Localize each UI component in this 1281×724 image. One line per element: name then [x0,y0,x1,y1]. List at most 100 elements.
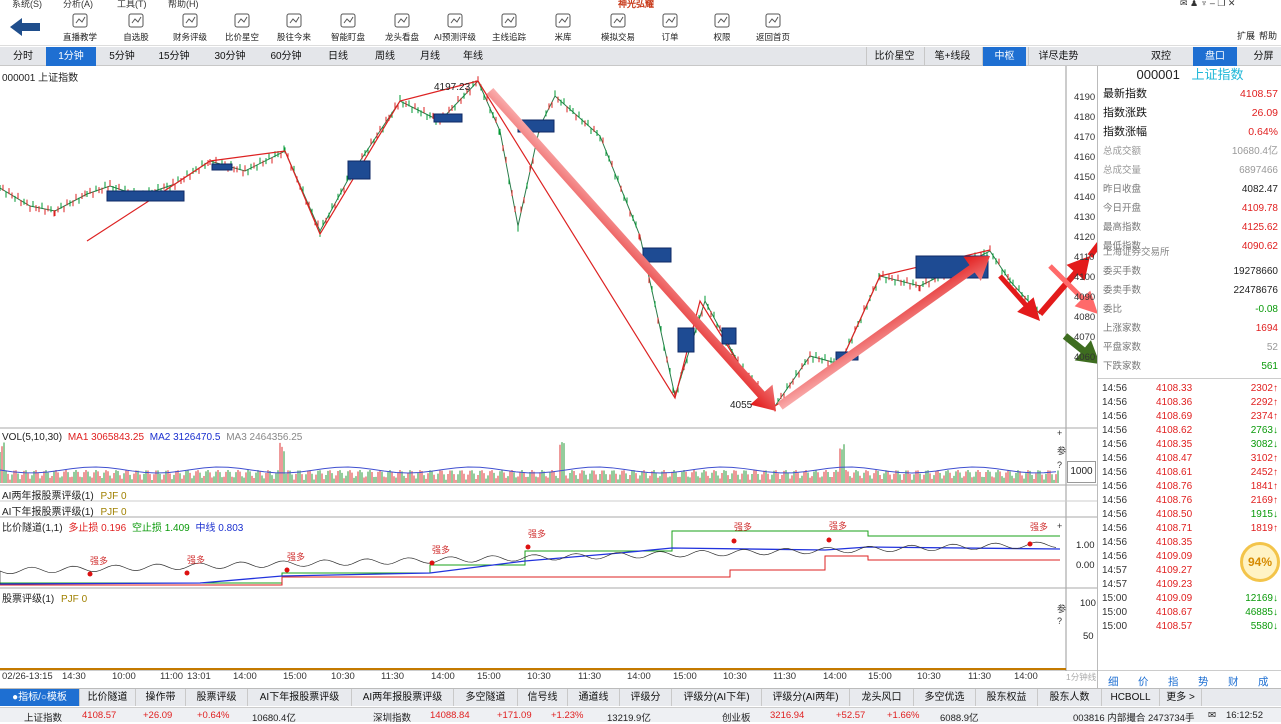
toolbar-item-2[interactable]: 财务评级 [162,13,218,45]
status-sz-name[interactable]: 深圳指数 [373,713,412,724]
tick-arrow-icon: ↑ [1273,495,1278,506]
period-tab-8[interactable]: 月线 [420,51,440,62]
quote-key: 总成交量 [1103,165,1142,176]
toolbar-item-1[interactable]: 自选股 [108,13,164,45]
menu-system[interactable]: 系统(S) [12,0,42,9]
detail-subtab-2[interactable]: 指 [1168,676,1179,688]
status-cy-name[interactable]: 创业板 [722,713,751,724]
detail-subtab-4[interactable]: 财 [1228,676,1239,688]
chart-canvas[interactable] [0,66,1201,672]
period-tab-6[interactable]: 日线 [328,51,348,62]
indicator-tab-6[interactable]: 多空隧道 [454,689,518,706]
toolbar-item-10[interactable]: 模拟交易 [590,13,646,45]
status-match-info: 003816 内部撮合 2473734手 [1073,713,1195,724]
leader-icon [394,13,410,28]
side-helper-side_plus[interactable]: + [1057,428,1063,438]
indicator-tab-1[interactable]: 比价隧道 [80,689,136,706]
indicator-tab-12[interactable]: 龙头风口 [850,689,914,706]
tunnel-axis-label: 0.00 [1076,560,1095,571]
rating-axis-label: 100 [1080,598,1096,609]
detail-subtab-3[interactable]: 势 [1198,676,1209,688]
time-axis-label: 15:00 [477,671,501,682]
period-tab-2[interactable]: 5分钟 [109,51,135,62]
indicator-tab-0[interactable]: ●指标/○模板 [0,689,80,706]
period-tab-3[interactable]: 15分钟 [158,51,190,62]
period-tab-5[interactable]: 60分钟 [270,51,302,62]
indicator-tab-15[interactable]: 股东人数 [1038,689,1102,706]
detail-subtab-0[interactable]: 细 [1108,676,1119,688]
toolbar-item-0[interactable]: 直播教学 [52,13,108,45]
toolbar-help[interactable]: 帮助 [1259,31,1278,41]
tick-price: 4109.23 [1156,579,1193,590]
back-button[interactable] [8,16,44,40]
mail-icon[interactable]: ✉ [1208,710,1216,721]
indicator-tab-3[interactable]: 股票评级 [186,689,248,706]
indicator-tab-13[interactable]: 多空优选 [914,689,976,706]
indicator-tab-17[interactable]: 更多 > [1160,689,1202,706]
menu-analysis[interactable]: 分析(A) [63,0,93,9]
tick-price: 4108.76 [1156,495,1193,506]
detail-subtab-5[interactable]: 成 [1258,676,1269,688]
menu-help[interactable]: 帮助(H) [168,0,199,9]
toolbar-item-12[interactable]: 权限 [694,13,750,45]
quote-key: 最高指数 [1103,222,1142,233]
period-tab-9[interactable]: 年线 [463,51,483,62]
toolbar-item-8[interactable]: 主线追踪 [481,13,537,45]
indicator-tab-8[interactable]: 通道线 [568,689,620,706]
toolbar-item-3[interactable]: 比价星空 [214,13,270,45]
toolbar-item-6[interactable]: 龙头看盘 [374,13,430,45]
indicator-tab-10[interactable]: 评级分(AI下年) [672,689,762,706]
toolbar-item-13[interactable]: 返回首页 [745,13,801,45]
toolbar-item-5[interactable]: 智能盯盘 [320,13,376,45]
toolbar-item-label: 龙头看盘 [384,32,419,42]
indicator-tab-5[interactable]: AI两年报股票评级 [352,689,454,706]
score-badge[interactable]: 94% [1240,542,1280,582]
quote-code: 000001 [1136,67,1180,82]
indicator-tab-7[interactable]: 信号线 [518,689,568,706]
toolbar-expand[interactable]: 扩展 [1237,31,1256,41]
toolbar-item-9[interactable]: 米库 [535,13,591,45]
side-helper-side_can[interactable]: 参 [1057,446,1067,456]
indicator-tab-2[interactable]: 操作带 [136,689,186,706]
indicator-tab-4[interactable]: AI下年报股票评级 [248,689,352,706]
period-tab-4[interactable]: 30分钟 [214,51,246,62]
mode-tab-1[interactable]: 笔+线段 [924,47,980,66]
quote2-key: 委卖手数 [1103,285,1142,296]
detail-subtab-1[interactable]: 价 [1138,676,1149,688]
tick-row: 14:56 4108.69 2374↑ [1098,410,1281,424]
toolbar-item-11[interactable]: 订单 [642,13,698,45]
quote-value: 0.64% [1248,126,1278,138]
quote2-value: 19278660 [1233,266,1279,277]
status-sh-name[interactable]: 上证指数 [24,713,63,724]
tick-time: 14:56 [1102,537,1128,548]
side-helper-side_plus[interactable]: + [1057,521,1063,531]
period-tab-7[interactable]: 周线 [375,51,395,62]
toolbar-item-4[interactable]: 股往今来 [266,13,322,45]
period-tab-0[interactable]: 分时 [13,51,33,62]
menu-tools[interactable]: 工具(T) [117,0,147,9]
time-axis-label: 15:00 [868,671,892,682]
panel-tab-2[interactable]: 分屏 [1253,51,1274,62]
price-axis-label: 4120 [1074,232,1096,243]
mode-tab-3[interactable]: 详尽走势 [1028,47,1088,66]
period-tab-1[interactable]: 1分钟 [46,47,96,66]
side-helper-side_q[interactable]: ? [1057,616,1063,626]
panel-tab-0[interactable]: 双控 [1151,51,1171,62]
trend-arrow-icon [998,274,1041,321]
indicator-tab-11[interactable]: 评级分(AI两年) [762,689,850,706]
panel-tab-1[interactable]: 盘口 [1193,47,1237,66]
side-helper-side_can[interactable]: 参 [1057,604,1067,614]
mode-tab-2[interactable]: 中枢 [982,47,1026,66]
toolbar-item-7[interactable]: AI预测评级 [427,13,483,45]
tick-row: 14:57 4109.23 [1098,578,1281,592]
indicator-tab-14[interactable]: 股东权益 [976,689,1038,706]
chart-area[interactable]: 000001 上证指数 4197.23 4055 VOL(5,10,30) MA… [0,66,1201,682]
quote-row: 总成交量 6897466 [1098,161,1281,180]
indicator-tab-9[interactable]: 评级分 [620,689,672,706]
indicator-tab-16[interactable]: HCBOLL [1102,689,1160,706]
mode-tab-0[interactable]: 比价星空 [866,47,922,66]
quote-value: 10680.4亿 [1231,146,1278,157]
toolbar-item-label: AI预测评级 [433,32,477,42]
window-controls[interactable]: ✉ ♟ ♆ – ❐ ✕ [1180,0,1236,8]
side-helper-side_q[interactable]: ? [1057,460,1063,470]
